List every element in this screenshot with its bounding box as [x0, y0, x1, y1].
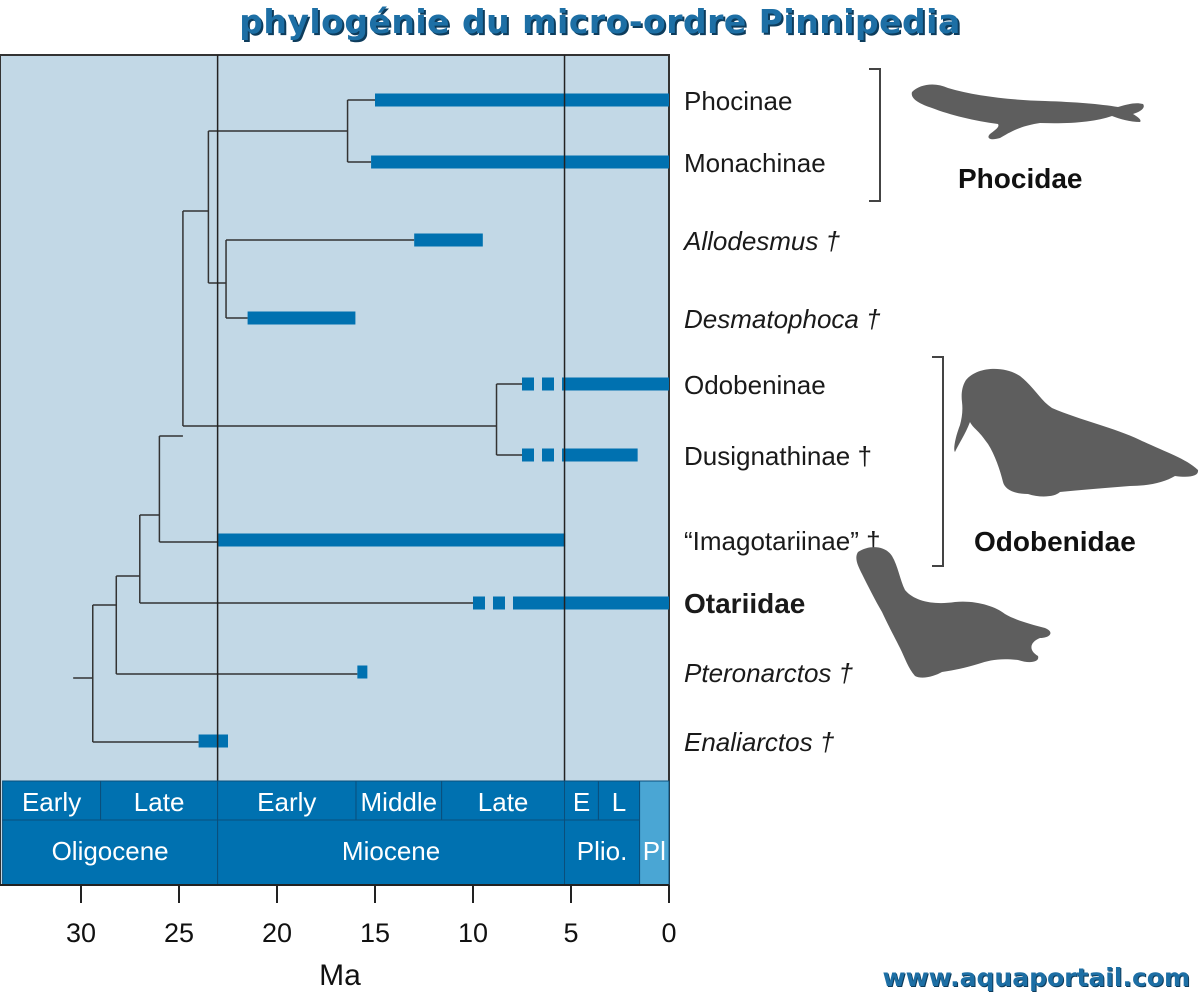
range-bar-dash [522, 448, 534, 462]
axis-tick-label: 15 [360, 918, 390, 948]
axis-tick-label: 25 [164, 918, 194, 948]
axis-title: Ma [319, 959, 361, 992]
time-axis: 30 25 20 15 10 5 0 [0, 884, 677, 948]
epoch-band [217, 819, 566, 886]
subdivision-band [217, 780, 357, 821]
taxon-label: Dusignathinae † [684, 441, 872, 471]
subdivision-band [100, 780, 219, 821]
range-bar [218, 533, 566, 547]
subdivision-label: Middle [361, 787, 438, 817]
taxon-label: Otariidae [684, 588, 805, 619]
subdivision-label: Early [22, 787, 81, 817]
epoch-label: Oligocene [52, 836, 169, 866]
taxon-label: Allodesmus † [682, 226, 841, 256]
watermark: www.aquaportail.com [882, 963, 1190, 992]
axis-tick-label: 30 [66, 918, 96, 948]
page-title: phylogénie du micro-ordre Pinnipedia [239, 2, 961, 41]
subdivision-label: L [612, 787, 626, 817]
epoch-boundaries [216, 55, 566, 885]
family-label-phocidae: Phocidae [958, 163, 1082, 194]
taxon-label: Phocinae [684, 86, 792, 116]
taxon-label: Enaliarctos † [684, 727, 835, 757]
range-bar [565, 377, 669, 391]
taxon-labels: Phocinae Monachinae Allodesmus † Desmatopho… [682, 86, 881, 757]
range-bar [247, 311, 356, 325]
range-bar-dash [522, 377, 534, 391]
family-label-odobenidae: Odobenidae [974, 526, 1136, 557]
range-bar [414, 233, 483, 247]
stratigraphic-range-bars [198, 93, 669, 748]
axis-tick-label: 20 [262, 918, 292, 948]
axis-tick-label: 5 [563, 918, 578, 948]
epoch-label: Plio. [577, 836, 628, 866]
taxon-label: Odobeninae [684, 370, 826, 400]
range-bar [198, 734, 228, 748]
subdivision-label: Late [134, 787, 185, 817]
taxon-label: “Imagotariinae” † [684, 526, 881, 556]
walrus-silhouette-icon [954, 368, 1199, 497]
epoch-band [639, 780, 670, 886]
seal-silhouette-icon [911, 84, 1144, 140]
range-bar [522, 596, 669, 610]
axis-tick-label: 0 [661, 918, 676, 948]
epoch-band [2, 819, 219, 886]
range-bar-dash [542, 448, 554, 462]
epoch-label: Miocene [342, 836, 440, 866]
phocidae-bracket [869, 68, 881, 202]
subdivision-band [564, 780, 599, 821]
taxon-label: Pteronarctos † [684, 658, 854, 688]
epoch-label: Pl [643, 836, 666, 866]
range-bar-dash [493, 596, 505, 610]
geologic-time-scale: Early Late Early Middle Late E L Oligocene Mioce… [2, 780, 670, 886]
subdivision-label: E [573, 787, 590, 817]
subdivision-band [597, 780, 641, 821]
sea-lion-silhouette-icon [856, 547, 1051, 678]
tree-branches [73, 99, 522, 743]
range-bar-dash [473, 596, 485, 610]
odobenidae-bracket [932, 356, 944, 567]
plot-panel [0, 54, 670, 886]
subdivision-label: Early [257, 787, 316, 817]
taxon-label: Monachinae [684, 148, 826, 178]
subdivision-band [441, 780, 566, 821]
axis-tick-label: 10 [458, 918, 488, 948]
subdivision-band [355, 780, 443, 821]
range-bar [357, 665, 368, 679]
range-bar [371, 155, 669, 169]
range-bar [375, 93, 669, 107]
taxon-label: Desmatophoca † [684, 304, 881, 334]
range-bar-dash [542, 377, 554, 391]
range-bar [565, 448, 638, 462]
subdivision-label: Late [478, 787, 529, 817]
